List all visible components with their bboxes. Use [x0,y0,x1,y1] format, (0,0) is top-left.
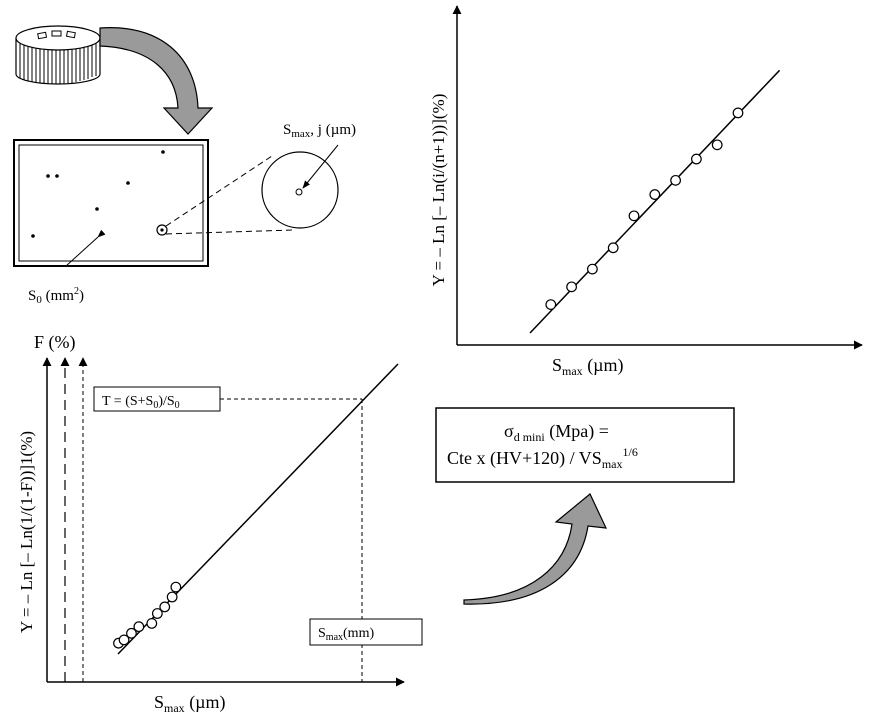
formula-line-1: σd mini (Mpa) = [504,421,609,444]
top-chart-data-point [691,153,702,165]
specimen-section [13,139,209,267]
bottom-chart-data-point [151,608,163,619]
top-chart-data-point [711,139,723,151]
specimen-cylinder [15,25,101,85]
bottom-chart-data-point [118,634,130,646]
top-chart-data-point [587,263,598,275]
bottom-chart-data-point [166,591,178,603]
top-chart-data-point [670,174,681,186]
area-label: S0 (mm2) [28,286,84,306]
grey-arrow-to-formula [463,493,607,605]
top-chart-data-point [566,281,577,293]
inclusion-zoom [165,144,339,235]
top-chart-data-point [649,189,661,200]
top-chart-data-point [628,210,640,222]
bottom-chart-data-point [133,621,145,633]
bottom-chart-data-point [159,601,171,613]
smax-box [309,618,423,646]
top-chart: Y = – Ln [– Ln(i/(n+1))](%) Smax (µm) [429,5,863,378]
smax-box-label: Smax(mm) [318,626,374,643]
top-chart-y-label: Y = – Ln [– Ln(i/(n+1))](%) [429,94,448,287]
f-axis-label: F (%) [34,332,76,353]
inclusion-size-label: Smax, j (µm) [283,122,356,140]
top-chart-data-point [607,242,619,254]
formula-box: σd mini (Mpa) = Cte x (HV+120) / VSmax1/… [435,407,735,483]
t-box [93,386,221,412]
t-formula: T = (S+S0)/S0 [102,394,180,411]
bottom-chart-data-point [170,581,182,593]
bottom-chart: T = (S+S0)/S0 Smax(mm) F (%) Y = – Ln [–… [17,332,423,715]
grey-arrow-to-section [99,27,214,135]
bottom-chart-data-point [126,627,137,639]
bottom-chart-x-label: Smax (µm) [154,692,226,715]
top-chart-data-point [545,299,557,311]
bottom-chart-data-point [146,618,158,629]
top-chart-x-label: Smax (µm) [552,355,624,378]
top-chart-data-point [732,107,744,119]
formula-line-2: Cte x (HV+120) / VSmax1/6 [447,445,638,471]
bottom-chart-y-label: Y = – Ln [– Ln(1/(1-F))]1(%) [17,431,36,633]
